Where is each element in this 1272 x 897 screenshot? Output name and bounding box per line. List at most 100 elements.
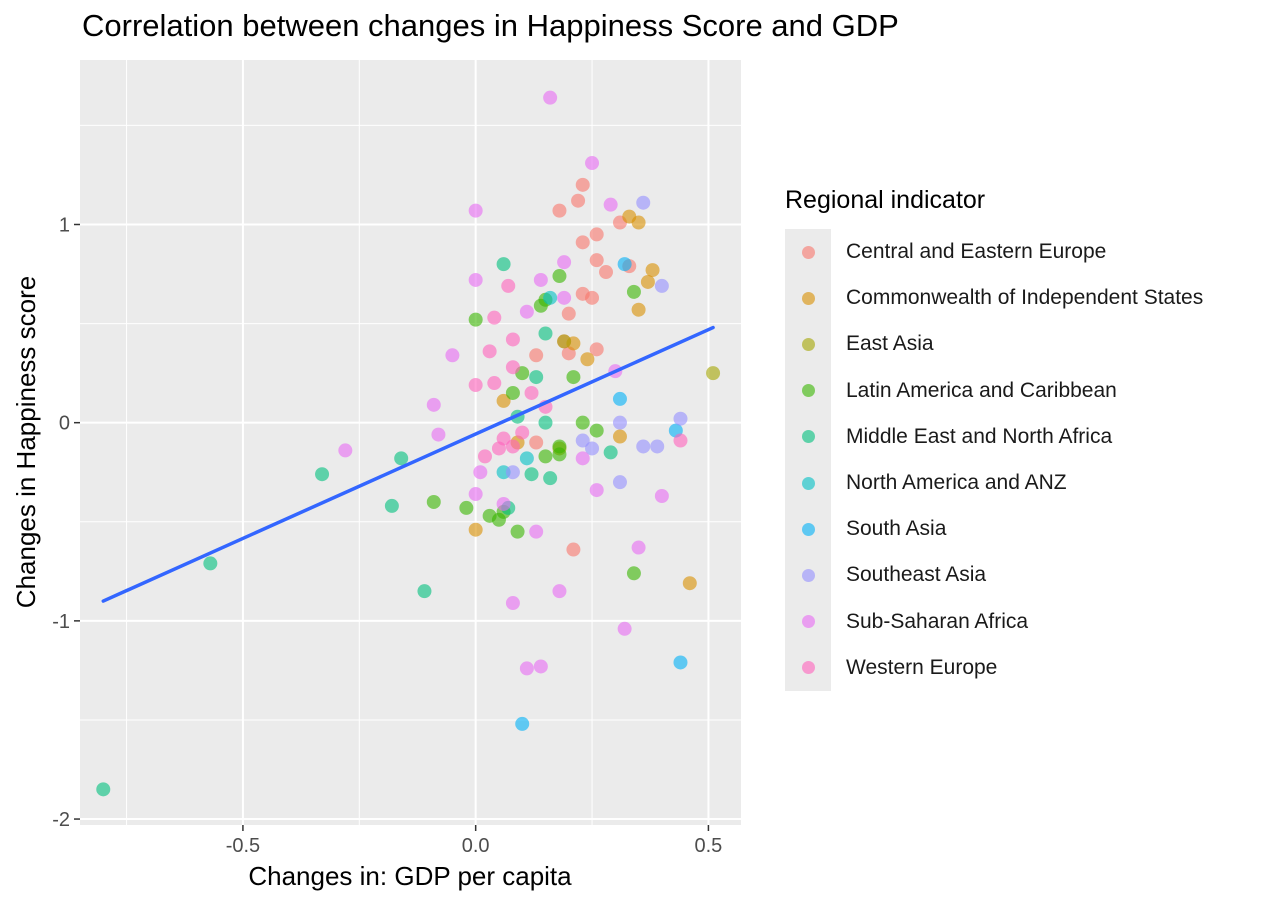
data-point [519, 451, 534, 466]
data-point [631, 302, 646, 317]
data-point [589, 483, 604, 498]
data-point [543, 290, 558, 305]
legend-label: Southeast Asia [846, 563, 987, 587]
data-point [552, 269, 567, 284]
data-point [505, 332, 520, 347]
data-point [626, 284, 641, 299]
data-point [575, 433, 590, 448]
data-point [645, 263, 660, 278]
data-point [538, 326, 553, 341]
data-point [706, 366, 721, 381]
data-point [468, 522, 483, 537]
data-point [543, 90, 558, 105]
data-point [524, 385, 539, 400]
data-point [384, 498, 399, 513]
data-point [538, 415, 553, 430]
data-point [473, 465, 488, 480]
data-point [529, 348, 544, 363]
data-point [589, 253, 604, 268]
data-point [533, 659, 548, 674]
data-point [491, 441, 506, 456]
data-point [468, 272, 483, 287]
y-tick-label: -2 [52, 809, 70, 831]
data-point [585, 290, 600, 305]
data-point [612, 475, 627, 490]
y-tick-label: -1 [52, 611, 70, 633]
legend-swatch [785, 599, 831, 645]
x-tick-label: 0.5 [695, 835, 723, 857]
data-point [603, 445, 618, 460]
data-point [599, 265, 614, 280]
data-point [557, 334, 572, 349]
x-tick-label: 0.0 [462, 835, 490, 857]
legend-label: Central and Eastern Europe [846, 240, 1107, 264]
legend-item: Southeast Asia [785, 552, 1203, 598]
legend-item: Western Europe [785, 645, 1203, 691]
data-point [636, 195, 651, 210]
data-point [519, 304, 534, 319]
data-point [459, 500, 474, 515]
data-point [445, 348, 460, 363]
legend-dot [801, 615, 815, 629]
axis-layer: -0.5 0.0 0.5 -2 -1 0 1 [52, 214, 722, 857]
grid-major [80, 60, 741, 825]
legend-item: Central and Eastern Europe [785, 229, 1203, 275]
data-point [654, 489, 669, 504]
legend-swatch [785, 321, 831, 367]
legend-swatch [785, 275, 831, 321]
legend-label: Middle East and North Africa [846, 424, 1113, 448]
legend-label: South Asia [846, 517, 947, 541]
data-point [580, 352, 595, 367]
data-point [612, 415, 627, 430]
data-point [496, 393, 511, 408]
legend-swatch [785, 552, 831, 598]
data-point [505, 385, 520, 400]
legend-dot [801, 245, 815, 259]
data-point [524, 467, 539, 482]
data-point [617, 257, 632, 272]
legend-label: Commonwealth of Independent States [846, 286, 1204, 310]
data-point [557, 290, 572, 305]
legend-dot [801, 337, 815, 351]
data-point [496, 257, 511, 272]
data-point [543, 471, 558, 486]
data-point [529, 370, 544, 385]
data-point [417, 584, 432, 599]
data-point [589, 342, 604, 357]
legend-swatch [785, 414, 831, 460]
legend-title: Regional indicator [785, 186, 986, 214]
y-tick-label: 0 [59, 413, 70, 435]
x-tick-label: -0.5 [226, 835, 260, 857]
data-point [566, 542, 581, 557]
data-point [394, 451, 409, 466]
legend-item: Middle East and North Africa [785, 414, 1203, 460]
data-point [626, 566, 641, 581]
legend-label: Western Europe [846, 655, 998, 679]
legend-dot [801, 661, 815, 675]
plot-panel [80, 60, 741, 825]
data-point [640, 274, 655, 289]
data-point [552, 584, 567, 599]
legend-dot [801, 384, 815, 398]
data-point [533, 298, 548, 313]
data-point [468, 203, 483, 218]
data-point [673, 433, 688, 448]
data-point [617, 621, 632, 636]
legend-dot [801, 568, 815, 582]
data-point [477, 449, 492, 464]
points-layer [96, 90, 721, 797]
data-point [533, 272, 548, 287]
data-point [631, 540, 646, 555]
data-point [519, 661, 534, 676]
legend-dot [801, 522, 815, 536]
legend-swatch [785, 460, 831, 506]
data-point [487, 376, 502, 391]
data-point [636, 439, 651, 454]
data-point [589, 227, 604, 242]
legend-swatch [785, 506, 831, 552]
data-point [612, 429, 627, 444]
data-point [96, 782, 111, 797]
data-point [338, 443, 353, 458]
data-point [575, 177, 590, 192]
legend-item: Sub-Saharan Africa [785, 599, 1203, 645]
